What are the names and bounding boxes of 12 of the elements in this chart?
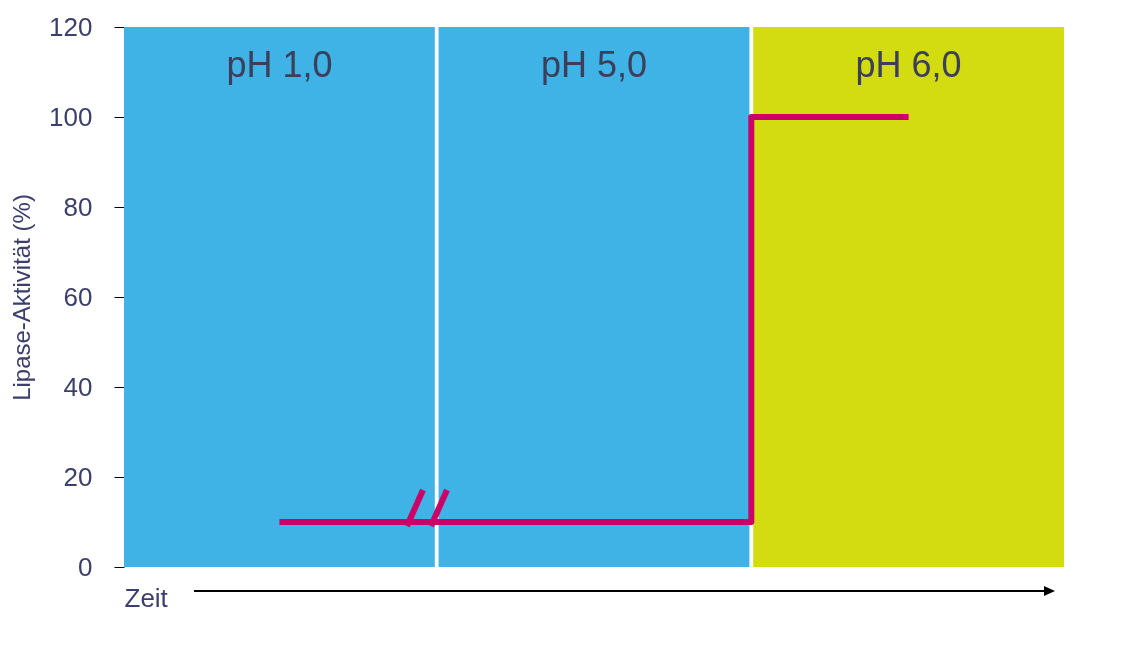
y-tick-label: 80	[63, 191, 93, 222]
y-tick-label: 0	[78, 551, 93, 582]
x-axis-title: Zeit	[124, 582, 169, 613]
y-tick-label: 20	[63, 461, 93, 492]
y-tick-label: 60	[63, 281, 93, 312]
y-tick-label: 120	[49, 11, 93, 42]
y-tick-label: 40	[63, 371, 93, 402]
x-tick-label: pH 6,0	[855, 44, 962, 85]
x-tick-label: pH 5,0	[540, 44, 648, 85]
y-axis-title: Lipase-Aktivität (%)	[8, 194, 36, 401]
y-tick-label: 100	[49, 101, 93, 132]
x-tick-label: pH 1,0	[226, 44, 333, 85]
